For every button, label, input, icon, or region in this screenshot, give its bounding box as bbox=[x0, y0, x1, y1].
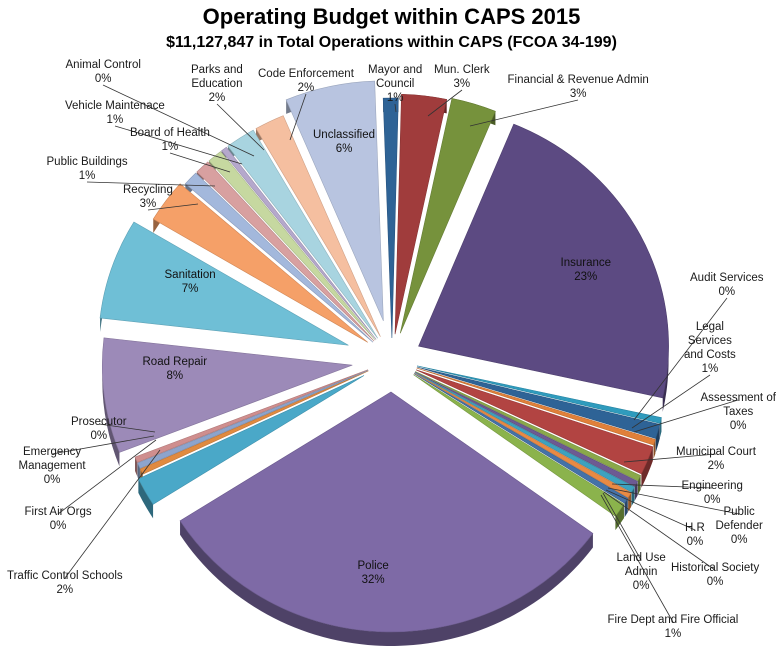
slice-mun-clerk bbox=[394, 93, 448, 335]
label-prosecutor: Prosecutor 0% bbox=[71, 416, 127, 442]
leader-traffic-control-schools bbox=[64, 449, 161, 579]
label-code-enforcement: Code Enforcement 2% bbox=[258, 68, 354, 94]
label-board-of-health: Board of Health 1% bbox=[130, 127, 210, 153]
label-legal-services-and-costs: Legal Services and Costs 1% bbox=[684, 321, 736, 375]
slice-land-use-admin bbox=[413, 373, 629, 504]
leader-recycling bbox=[147, 203, 199, 211]
leader-board-of-health bbox=[169, 152, 231, 173]
slice-assessment-of-taxes bbox=[416, 367, 656, 446]
label-road-repair: Road Repair 8% bbox=[142, 356, 208, 382]
slice-insurance bbox=[418, 123, 669, 399]
slice-wall-traffic-control-schools bbox=[138, 478, 154, 519]
leader-audit-services bbox=[633, 297, 728, 421]
label-assessment-of-taxes: Assessment of Taxes 0% bbox=[700, 392, 776, 432]
label-sanitation: Sanitation 7% bbox=[164, 269, 216, 295]
slice-wall-public-defender bbox=[634, 481, 638, 501]
slice-mayor-and-council bbox=[382, 97, 399, 339]
label-insurance: Insurance 23% bbox=[560, 257, 612, 283]
leader-first-air-orgs bbox=[57, 439, 157, 515]
slice-road-repair bbox=[102, 337, 353, 453]
slice-recycling bbox=[152, 183, 368, 343]
label-first-air-orgs: First Air Orgs 0% bbox=[24, 506, 92, 532]
slice-public-buildings bbox=[184, 172, 374, 343]
leader-parks-and-education bbox=[216, 103, 265, 151]
leader-prosecutor bbox=[98, 423, 156, 433]
label-public-buildings: Public Buildings 1% bbox=[46, 156, 128, 182]
slice-code-enforcement bbox=[255, 115, 381, 337]
label-land-use-admin: Land Use Admin 0% bbox=[616, 552, 666, 592]
slice-public-defender bbox=[414, 371, 639, 487]
slice-board-of-health bbox=[196, 161, 375, 342]
label-emergency-management: Emergency Management 0% bbox=[18, 446, 86, 486]
label-h-r: H.R 0% bbox=[685, 522, 705, 548]
label-animal-control: Animal Control 0% bbox=[65, 59, 141, 85]
slice-engineering bbox=[415, 371, 642, 482]
leader-historical-society bbox=[603, 491, 716, 571]
leader-land-use-admin bbox=[602, 492, 642, 561]
slice-first-air-orgs bbox=[139, 370, 369, 475]
slice-emergency-management bbox=[137, 370, 369, 469]
slice-unclassified bbox=[285, 80, 384, 322]
slice-financial-revenue-admin bbox=[399, 98, 496, 334]
leader-financial-revenue-admin bbox=[469, 99, 579, 127]
label-traffic-control-schools: Traffic Control Schools 2% bbox=[7, 570, 123, 596]
leader-fire-dept-and-fire-official bbox=[600, 494, 674, 623]
leader-legal-services-and-costs bbox=[631, 374, 711, 429]
label-audit-services: Audit Services 0% bbox=[690, 272, 764, 298]
label-recycling: Recycling 3% bbox=[123, 184, 173, 210]
leader-lines bbox=[51, 84, 740, 623]
chart-title: Operating Budget within CAPS 2015 bbox=[202, 4, 581, 29]
leader-mun-clerk bbox=[427, 89, 463, 117]
leader-emergency-management bbox=[51, 435, 155, 455]
leader-code-enforcement bbox=[289, 93, 307, 141]
label-mayor-and-council: Mayor and Council 1% bbox=[368, 64, 423, 104]
leader-municipal-court bbox=[623, 453, 717, 463]
label-parks-and-education: Parks and Education 2% bbox=[191, 64, 243, 104]
slice-parks-and-education bbox=[227, 129, 378, 339]
label-police: Police 32% bbox=[357, 560, 389, 586]
slice-wall-road-repair bbox=[102, 337, 120, 467]
leader-h-r bbox=[605, 489, 696, 531]
label-vehicle-maintenace: Vehicle Maintenace 1% bbox=[65, 100, 165, 126]
label-historical-society: Historical Society 0% bbox=[671, 562, 760, 588]
slice-wall-legal-services-and-costs bbox=[655, 424, 660, 453]
slice-wall-historical-society bbox=[628, 492, 632, 512]
slice-fire-dept-and-fire-official bbox=[413, 374, 625, 517]
label-mun-clerk: Mun. Clerk 3% bbox=[434, 64, 490, 90]
pie-slices bbox=[99, 80, 669, 633]
slice-animal-control bbox=[221, 146, 377, 340]
label-engineering: Engineering 0% bbox=[681, 480, 743, 506]
leader-animal-control bbox=[102, 84, 255, 157]
label-unclassified: Unclassified 6% bbox=[313, 129, 375, 155]
leader-vehicle-maintenace bbox=[114, 125, 243, 165]
slice-audit-services bbox=[417, 365, 662, 424]
slice-wall-police bbox=[180, 520, 593, 646]
label-financial-revenue-admin: Financial & Revenue Admin 3% bbox=[507, 74, 649, 100]
label-fire-dept-and-fire-official: Fire Dept and Fire Official 1% bbox=[607, 614, 739, 640]
chart-subtitle: $11,127,847 in Total Operations within C… bbox=[166, 34, 617, 51]
slice-h-r bbox=[414, 372, 635, 493]
slice-wall-municipal-court bbox=[641, 446, 653, 488]
leader-engineering bbox=[611, 483, 713, 489]
leader-mayor-and-council bbox=[394, 103, 397, 113]
label-municipal-court: Municipal Court 2% bbox=[676, 446, 756, 472]
slice-police bbox=[179, 391, 594, 633]
leader-assessment-of-taxes bbox=[633, 399, 739, 433]
slice-prosecutor bbox=[134, 369, 369, 463]
slice-wall-prosecutor bbox=[135, 457, 138, 477]
slice-sanitation bbox=[99, 221, 349, 346]
slice-municipal-court bbox=[415, 369, 654, 475]
label-public-defender: Public Defender 0% bbox=[715, 506, 763, 546]
leader-public-buildings bbox=[86, 181, 216, 187]
leader-public-defender bbox=[607, 487, 740, 515]
